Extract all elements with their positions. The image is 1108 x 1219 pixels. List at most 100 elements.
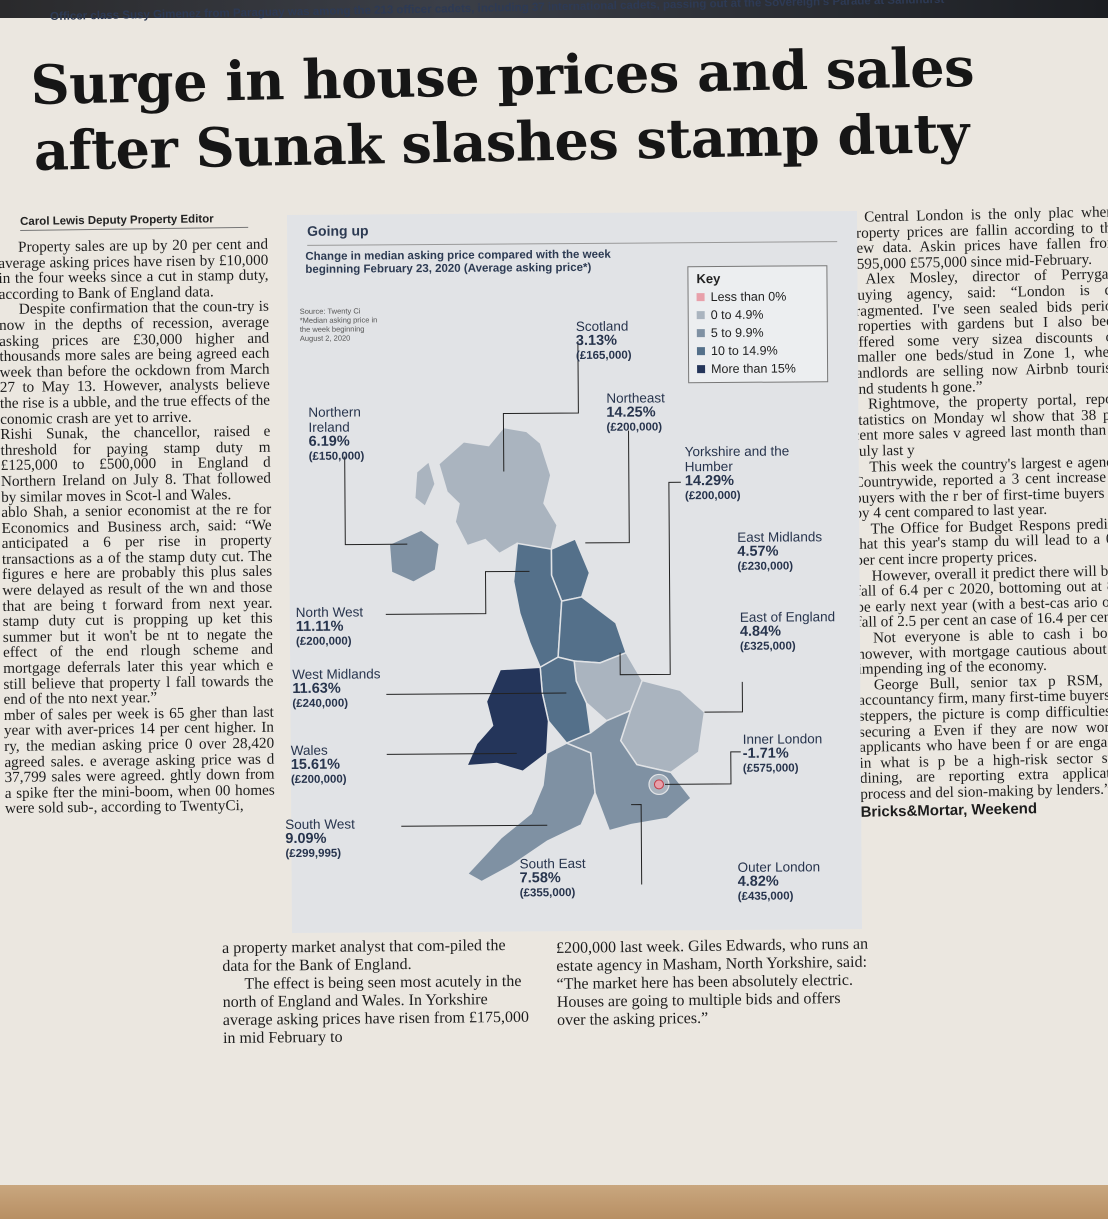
leader-south-west: [401, 824, 548, 827]
label-east-england: East of England 4.84% (£325,000): [740, 609, 836, 655]
paragraph: Not everyone is able to cash i boom howe…: [857, 624, 1108, 679]
article-column-center-bottom: £200,000 last week. Giles Edwards, who r…: [556, 936, 873, 1030]
paragraph: a property market analyst that com-piled…: [222, 937, 506, 975]
region-name: Scotland: [575, 318, 629, 334]
label-yorkshire: Yorkshire and the Humber 14.29% (£200,00…: [685, 443, 795, 504]
key-swatch: [696, 329, 705, 338]
region-wales: [465, 666, 550, 773]
leader-east-england: [704, 681, 743, 713]
graphic-subtitle: Change in median asking price compared w…: [305, 248, 611, 276]
region-change: 4.57%: [737, 543, 779, 560]
region-name: Northeast: [606, 390, 665, 406]
paragraph: The effect is being seen most acutely in…: [222, 972, 530, 1047]
key-title: Key: [696, 270, 721, 287]
label-inner-london: Inner London -1.71% (£575,000): [743, 731, 823, 777]
region-price: (£230,000): [737, 560, 794, 573]
region-price: (£299,995): [285, 847, 342, 861]
paragraph: The Office for Budget Respons predicts t…: [854, 515, 1108, 569]
region-change: 14.29%: [684, 472, 735, 490]
key-swatch: [697, 365, 706, 374]
tabletop: [0, 1185, 1108, 1219]
label-east-midlands: East Midlands 4.57% (£230,000): [737, 529, 822, 575]
leader-lines: [344, 340, 743, 885]
paragraph: However, overall it predict there will b…: [855, 561, 1108, 632]
newspaper-page: Officer class Susy Gimenez from Paraguay…: [0, 0, 1108, 1185]
label-outer-london: Outer London 4.82% (£435,000): [738, 859, 821, 905]
leader-yorkshire: [619, 481, 681, 676]
region-name: Outer London: [737, 859, 821, 875]
leader-scotland: [502, 340, 579, 472]
label-south-east: South East 7.58% (£355,000): [519, 856, 585, 901]
graphic-title: Going up: [307, 222, 369, 239]
region-price: (£200,000): [606, 421, 663, 434]
region-name: West Midlands: [292, 666, 381, 682]
key-item: More than 15%: [697, 359, 819, 378]
leader-northern-ireland: [344, 456, 408, 546]
region-name: South West: [285, 816, 355, 833]
region-price: (£150,000): [308, 450, 365, 463]
leader-inner-london: [664, 751, 741, 785]
paragraph: Central London is the only plac where pr…: [848, 203, 1108, 273]
key-swatch: [696, 311, 705, 320]
key-item: Less than 0%: [696, 287, 819, 306]
region-change: 4.82%: [737, 873, 779, 890]
paragraph: Property sales are up by 20 per cent and…: [0, 235, 269, 303]
region-scotland-west-isles: [414, 461, 436, 507]
key-swatch: [696, 293, 705, 302]
key-label: 0 to 4.9%: [710, 307, 764, 323]
key-label: More than 15%: [711, 361, 796, 377]
region-price: (£200,000): [295, 635, 352, 648]
paragraph: George Bull, senior tax p RSM, an accoun…: [858, 671, 1108, 803]
paragraph: Alex Mosley, director of Perrygate buyin…: [849, 265, 1108, 398]
region-inner-london: [653, 779, 664, 790]
paragraph: Despite confirmation that the coun-try i…: [0, 298, 271, 428]
region-name: Northern Ireland: [308, 404, 361, 435]
leader-northeast: [585, 430, 630, 544]
leader-west-midlands: [386, 692, 567, 695]
region-name: South East: [519, 855, 586, 872]
region-price: (£575,000): [742, 762, 799, 775]
graphic-source-note: Source: Twenty Ci *Median asking price i…: [299, 306, 378, 343]
label-northern-ireland: Northern Ireland 6.19% (£150,000): [308, 404, 386, 465]
article-column-right: Central London is the only plac where pr…: [848, 203, 1108, 820]
label-northeast: Northeast 14.25% (£200,000): [606, 390, 665, 435]
key-item: 0 to 4.9%: [696, 305, 819, 324]
photo-strip: [0, 0, 1108, 18]
paragraph: This week the country's largest e agency…: [853, 452, 1108, 523]
region-change: 3.13%: [575, 332, 618, 349]
region-change: 6.19%: [308, 433, 350, 450]
label-wales: Wales 15.61% (£200,000): [291, 743, 347, 788]
key-label: 10 to 14.9%: [710, 343, 778, 359]
region-scotland: [437, 426, 558, 565]
label-scotland: Scotland 3.13% (£165,000): [576, 319, 632, 364]
region-change: 11.63%: [292, 680, 341, 697]
paragraph: Rishi Sunak, the chancellor, raised e th…: [0, 422, 272, 506]
region-name: North West: [295, 604, 364, 620]
paragraph: £200,000 last week. Giles Edwards, who r…: [556, 935, 869, 1029]
region-price: (£165,000): [575, 349, 632, 362]
region-price: (£325,000): [739, 640, 796, 653]
key-swatch: [696, 347, 705, 356]
region-change: 9.09%: [285, 830, 327, 848]
leader-south-east: [631, 804, 643, 885]
key-label: 5 to 9.9%: [710, 325, 764, 341]
region-price: (£355,000): [519, 887, 576, 900]
key-item: 10 to 14.9%: [696, 341, 819, 360]
label-north-west: North West 11.11% (£200,000): [296, 604, 364, 649]
region-price: (£435,000): [737, 890, 794, 903]
region-change: 11.11%: [295, 618, 344, 635]
caption-lead: Officer class: [50, 9, 120, 23]
article-column-middle-bottom: a property market analyst that com-piled…: [222, 937, 533, 1048]
article-column-left: Property sales are up by 20 per cent and…: [0, 235, 275, 818]
uk-region-map: [344, 340, 743, 885]
region-change: -1.71%: [742, 745, 789, 762]
paragraph: Rightmove, the property portal, report s…: [852, 390, 1108, 460]
key-item: 5 to 9.9%: [696, 323, 819, 342]
region-price: (£240,000): [292, 697, 349, 710]
label-west-midlands: West Midlands 11.63% (£240,000): [292, 666, 381, 712]
region-name: East of England: [739, 609, 836, 625]
region-name: Yorkshire and the Humber: [684, 443, 790, 475]
region-northern-ireland: [388, 529, 441, 583]
region-price: (£200,000): [684, 489, 741, 503]
region-yorkshire: [557, 596, 628, 664]
